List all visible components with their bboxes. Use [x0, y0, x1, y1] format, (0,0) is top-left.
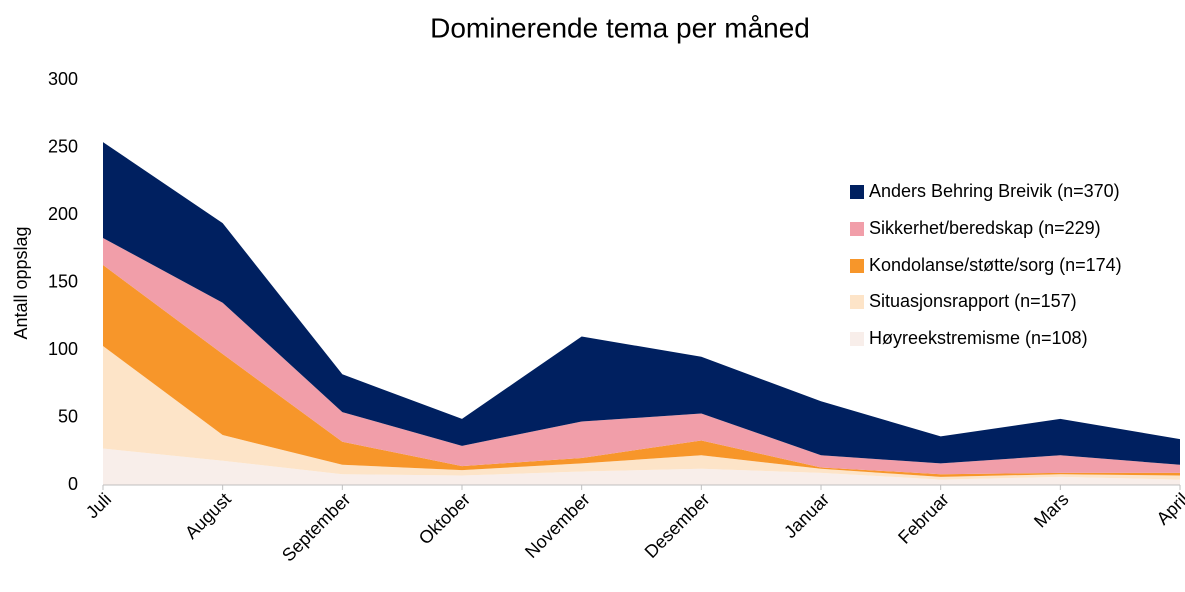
legend-swatch: [850, 222, 864, 236]
y-tick-label: 150: [48, 271, 78, 291]
legend-swatch: [850, 185, 864, 199]
x-tick-label: Januar: [780, 489, 833, 542]
legend-label: Sikkerhet/beredskap (n=229): [869, 218, 1101, 238]
legend-label: Situasjonsrapport (n=157): [869, 291, 1077, 311]
area: [103, 448, 1180, 485]
y-tick-label: 250: [48, 136, 78, 156]
x-tick-label: August: [181, 489, 235, 543]
x-tick-label: April: [1153, 489, 1185, 529]
x-tick-label: Juli: [82, 489, 115, 522]
area: [103, 237, 1180, 475]
x-tick-label: Oktober: [415, 489, 474, 548]
x-tick-label: November: [521, 489, 594, 562]
y-tick-label: 0: [68, 474, 78, 494]
legend-label: Kondolanse/støtte/sorg (n=174): [869, 255, 1122, 275]
x-tick-label: Februar: [894, 489, 953, 548]
chart-title: Dominerende tema per måned: [430, 12, 810, 43]
y-tick-label: 50: [58, 406, 78, 426]
y-tick-label: 300: [48, 69, 78, 89]
legend-label: Høyreekstremisme (n=108): [869, 328, 1088, 348]
legend-label: Anders Behring Breivik (n=370): [869, 181, 1120, 201]
area: [103, 142, 1180, 465]
x-tick-label: Desember: [641, 489, 714, 562]
y-tick-label: 100: [48, 339, 78, 359]
legend-swatch: [850, 295, 864, 309]
x-tick-label: Mars: [1030, 489, 1072, 531]
legend-swatch: [850, 259, 864, 273]
x-tick-label: September: [278, 489, 354, 565]
y-tick-label: 200: [48, 204, 78, 224]
y-axis-title: Antall oppslag: [11, 226, 31, 339]
legend-swatch: [850, 332, 864, 346]
